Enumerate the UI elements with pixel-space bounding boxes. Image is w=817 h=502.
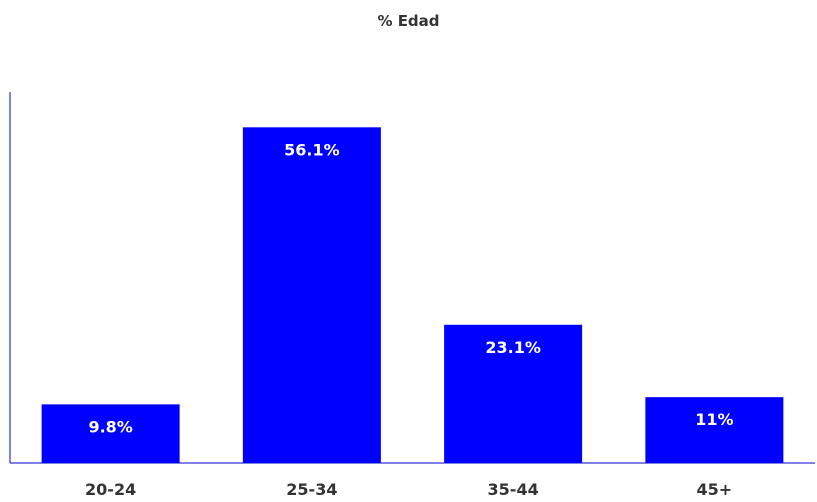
labels-layer: 9.8% 20-24 56.1% 25-34 23.1% 35-44 11% 45+ xyxy=(85,140,733,499)
bars-layer xyxy=(41,127,784,463)
data-label-35-44: 23.1% xyxy=(485,338,541,357)
x-tick-label-20-24: 20-24 xyxy=(85,480,136,499)
data-label-25-34: 56.1% xyxy=(284,140,340,159)
bar-35-44 xyxy=(444,324,583,463)
axis-layer xyxy=(9,92,815,464)
data-label-45+: 11% xyxy=(695,410,733,429)
bar-25-34 xyxy=(242,127,381,463)
bar-20-24 xyxy=(41,404,180,463)
bar-45+ xyxy=(645,397,784,463)
chart-title: % Edad xyxy=(377,12,440,30)
x-tick-label-45+: 45+ xyxy=(697,480,733,499)
x-tick-label-35-44: 35-44 xyxy=(488,480,539,499)
x-tick-label-25-34: 25-34 xyxy=(286,480,337,499)
data-label-20-24: 9.8% xyxy=(88,417,132,436)
